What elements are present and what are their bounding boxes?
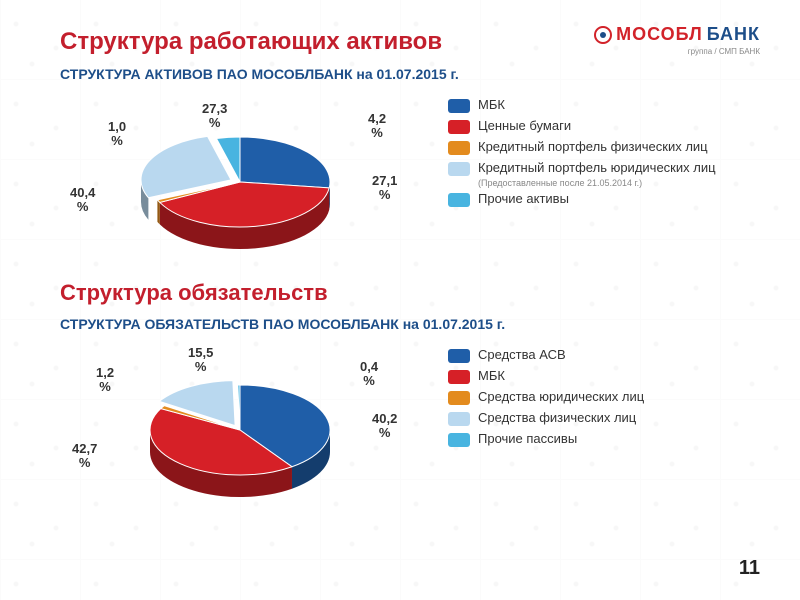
legend-label: МБК (478, 369, 505, 384)
pie-slice-label: 27,1% (372, 174, 397, 201)
legend-swatch (448, 370, 470, 384)
legend-item: Средства физических лиц (448, 411, 644, 426)
legend-label: Кредитный портфель юридических лиц (478, 161, 716, 176)
assets-legend: МБК Ценные бумаги Кредитный портфель физич… (448, 98, 716, 213)
legend-label: Прочие пассивы (478, 432, 577, 447)
legend-item: Прочие активы (448, 192, 716, 207)
pie-slice-label: 4,2% (368, 112, 386, 139)
legend-swatch (448, 391, 470, 405)
pie-slice-label: 15,5% (188, 346, 213, 373)
page-number: 11 (739, 557, 760, 580)
legend-label: Кредитный портфель физических лиц (478, 140, 708, 155)
legend-swatch (448, 349, 470, 363)
legend-swatch (448, 99, 470, 113)
pie-slice-label: 40,2% (372, 412, 397, 439)
pie-slice-label: 42,7% (72, 442, 97, 469)
liabilities-pie-chart: 40,2% 42,7% 1,2% 15,5% 0,4% (60, 332, 420, 512)
legend-swatch (448, 120, 470, 134)
pie-slice-label: 1,0% (108, 120, 126, 147)
slide-content: МОСОБЛБАНК группа / СМП БАНК Структура р… (0, 0, 800, 512)
legend-item: Кредитный портфель юридических лиц (448, 161, 716, 176)
logo-icon (594, 26, 612, 44)
legend-item: МБК (448, 369, 644, 384)
legend-label: Ценные бумаги (478, 119, 571, 134)
legend-item: Ценные бумаги (448, 119, 716, 134)
legend-label: Средства физических лиц (478, 411, 636, 426)
legend-item: МБК (448, 98, 716, 113)
legend-swatch (448, 193, 470, 207)
pie-slice-label: 40,4% (70, 186, 95, 213)
logo-text-blue: БАНК (707, 24, 760, 45)
assets-pie-chart: 27,1% 40,4% 1,0% 27,3% 4,2% (60, 82, 420, 262)
logo-subtext: группа / СМП БАНК (594, 47, 760, 56)
section2-subtitle: СТРУКТУРА ОБЯЗАТЕЛЬСТВ ПАО МОСОБЛБАНК на… (60, 316, 600, 332)
legend-item: Средства юридических лиц (448, 390, 644, 405)
legend-note: (Предоставленные после 21.05.2014 г.) (478, 178, 716, 188)
legend-swatch (448, 412, 470, 426)
bank-logo: МОСОБЛБАНК группа / СМП БАНК (594, 24, 760, 56)
legend-label: МБК (478, 98, 505, 113)
legend-item: Прочие пассивы (448, 432, 644, 447)
legend-label: Прочие активы (478, 192, 569, 207)
section1-chart-block: 27,1% 40,4% 1,0% 27,3% 4,2% МБК Ценные бумаги… (60, 82, 760, 262)
legend-item: Средства АСВ (448, 348, 644, 363)
logo-text-red: МОСОБЛ (616, 24, 703, 45)
legend-item: Кредитный портфель физических лиц (448, 140, 716, 155)
section2-title: Структура обязательств (60, 280, 760, 306)
section1-subtitle: СТРУКТУРА АКТИВОВ ПАО МОСОБЛБАНК на 01.0… (60, 66, 480, 82)
section2-chart-block: 40,2%42,7%1,2%15,5%0,4% Средства АСВМБКС… (60, 332, 760, 512)
legend-label: Средства АСВ (478, 348, 566, 363)
pie-slice-label: 27,3% (202, 102, 227, 129)
pie-slice-label: 1,2% (96, 366, 114, 393)
legend-swatch (448, 162, 470, 176)
pie-slice-label: 0,4% (360, 360, 378, 387)
liabilities-legend: Средства АСВ МБК Средства юридических лиц С… (448, 348, 644, 453)
legend-swatch (448, 433, 470, 447)
legend-swatch (448, 141, 470, 155)
legend-label: Средства юридических лиц (478, 390, 644, 405)
